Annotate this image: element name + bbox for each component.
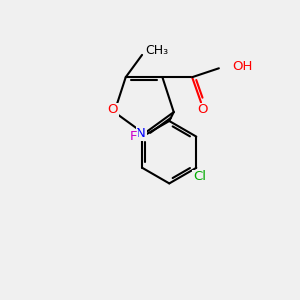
- Text: Cl: Cl: [193, 170, 206, 183]
- Text: N: N: [136, 127, 146, 140]
- Text: O: O: [197, 103, 208, 116]
- Text: O: O: [108, 103, 118, 116]
- Text: F: F: [130, 130, 137, 143]
- Text: CH₃: CH₃: [145, 44, 168, 57]
- Text: OH: OH: [232, 60, 253, 73]
